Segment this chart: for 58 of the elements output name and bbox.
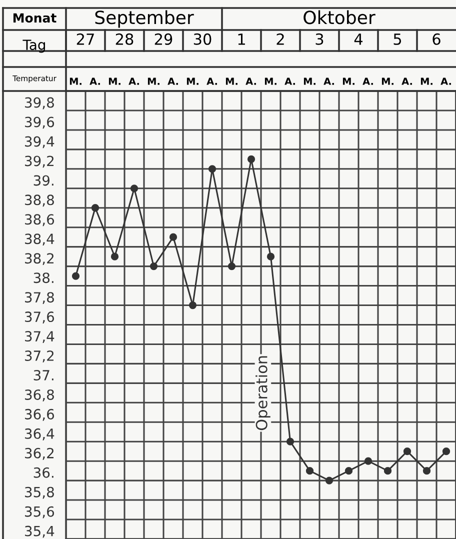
text: Tag: [22, 40, 45, 53]
y-tick-label: 39.: [34, 175, 54, 186]
text: 29: [154, 33, 172, 45]
x-tick-label: A.: [206, 78, 217, 85]
x-tick-label: M.: [186, 78, 198, 85]
y-tick-label: 38.: [34, 272, 54, 284]
y-tick-label: 38,6: [25, 214, 54, 226]
x-tick-label: M.: [70, 78, 82, 85]
text: 3: [316, 33, 324, 45]
y-tick-label: 38,4: [25, 234, 54, 246]
y-tick-label: 37,2: [25, 350, 54, 362]
x-tick-label: A.: [128, 78, 139, 85]
y-tick-label: 36,8: [25, 389, 54, 402]
x-tick-label: M.: [304, 78, 316, 85]
x-tick-label: M.: [108, 78, 120, 85]
x-tick-label: M.: [226, 78, 238, 85]
y-tick-label: 35,6: [25, 506, 54, 518]
y-tick-label: 39,4: [25, 136, 54, 148]
x-tick-label: A.: [168, 78, 178, 85]
text: 2: [276, 33, 284, 45]
y-tick-label: 38,2: [25, 253, 54, 266]
text: Monat: [13, 13, 56, 23]
text: 6: [432, 33, 440, 45]
text: 1: [238, 34, 245, 45]
text: 30: [194, 33, 212, 45]
x-tick-label: A.: [324, 78, 334, 85]
y-tick-label: 38,8: [25, 194, 54, 207]
y-tick-label: 35,8: [25, 486, 54, 499]
y-tick-label: 36,4: [25, 428, 54, 440]
x-tick-label: M.: [342, 78, 354, 85]
text: 27: [76, 33, 94, 45]
y-tick-label: 36,2: [25, 448, 54, 460]
text: 5: [394, 34, 402, 45]
text: 4: [354, 34, 363, 45]
text: September: [95, 10, 194, 28]
x-tick-label: A.: [246, 78, 256, 85]
y-tick-label: 35,4: [25, 526, 54, 538]
x-tick-label: A.: [362, 78, 373, 85]
y-tick-label: 37,8: [25, 292, 54, 304]
y-tick-label: 39,2: [25, 156, 54, 168]
x-tick-label: A.: [90, 78, 100, 85]
y-tick-label: 36.: [34, 467, 54, 478]
x-tick-label: M.: [420, 78, 432, 85]
text: Oktober: [304, 10, 376, 24]
x-tick-label: M.: [264, 78, 276, 85]
y-tick-label: 39,6: [25, 116, 54, 129]
y-tick-label: 37.: [34, 370, 54, 380]
x-tick-label: A.: [284, 78, 295, 85]
x-tick-label: A.: [440, 78, 451, 85]
text: 28: [116, 33, 134, 45]
y-tick-label: 39,8: [25, 97, 54, 110]
x-tick-label: M.: [148, 78, 160, 85]
y-tick-label: 37,6: [25, 312, 54, 324]
y-tick-label: 37,4: [25, 331, 54, 343]
y-tick-label: 36,6: [25, 408, 54, 421]
annotation: Operation: [256, 356, 270, 430]
x-tick-label: M.: [382, 78, 394, 85]
x-tick-label: A.: [402, 78, 412, 85]
